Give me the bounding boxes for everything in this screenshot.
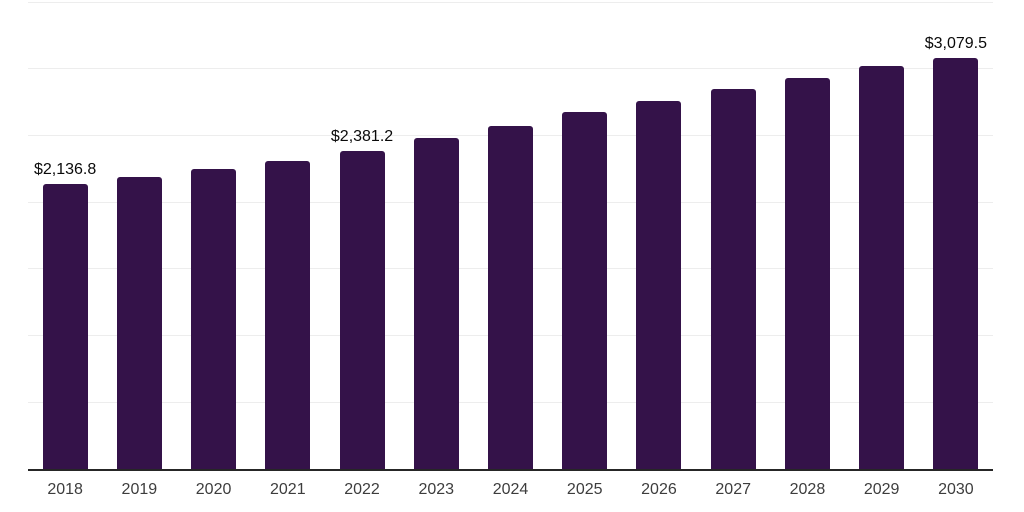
bar <box>488 125 533 469</box>
bar-value-label: $2,381.2 <box>330 128 394 146</box>
bar <box>116 176 162 469</box>
bar <box>191 168 237 469</box>
plot-area: $2,136.8 $2,381.2 $3,079.5 <box>28 0 993 471</box>
gridline <box>28 1 993 3</box>
bar <box>339 151 385 469</box>
gridline <box>28 68 993 70</box>
x-tick-label: 2030 <box>938 481 974 498</box>
x-tick-label: 2026 <box>641 481 677 498</box>
x-tick-label: 2027 <box>715 481 751 498</box>
bar <box>933 58 979 469</box>
bar <box>42 183 88 469</box>
x-tick-label: 2022 <box>344 481 380 498</box>
x-tick-label: 2025 <box>566 481 603 498</box>
x-tick-label: 2018 <box>47 481 83 498</box>
x-tick-label: 2019 <box>121 481 158 498</box>
bar <box>562 111 608 469</box>
x-tick-label: 2021 <box>270 481 306 498</box>
bar <box>265 160 311 469</box>
x-tick-label: 2028 <box>789 481 826 498</box>
x-tick-label: 2023 <box>418 481 455 498</box>
bar <box>413 138 459 469</box>
x-tick-label: 2024 <box>492 481 529 498</box>
bar <box>710 89 756 469</box>
x-tick-label: 2020 <box>195 481 232 498</box>
bar <box>636 101 682 469</box>
x-tick-label: 2029 <box>863 481 900 498</box>
bar <box>859 66 905 469</box>
bar <box>784 77 830 469</box>
x-axis-line <box>28 469 993 471</box>
bar-value-label: $2,136.8 <box>33 160 97 178</box>
bar-value-label: $3,079.5 <box>924 35 988 53</box>
